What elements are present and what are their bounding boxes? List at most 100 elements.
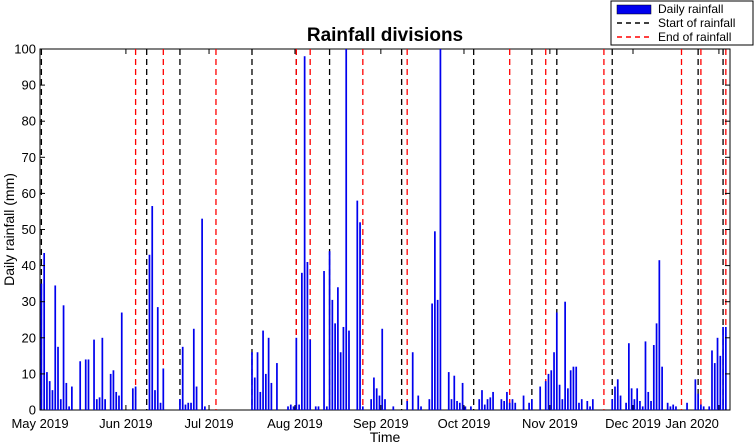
bar	[342, 326, 345, 410]
bar	[719, 355, 722, 410]
bar	[48, 381, 51, 410]
bar	[580, 399, 583, 410]
bar	[558, 384, 561, 410]
bar	[716, 337, 719, 410]
bar	[614, 386, 616, 410]
bar	[669, 406, 672, 410]
bar	[708, 406, 711, 410]
bar	[506, 391, 508, 410]
bar	[331, 299, 334, 410]
bar	[62, 305, 65, 410]
bar	[98, 397, 101, 410]
bar	[567, 388, 569, 410]
bar	[51, 390, 54, 410]
bar	[59, 399, 62, 410]
bar	[531, 399, 533, 410]
bar	[628, 343, 630, 410]
bar	[406, 400, 409, 410]
y-tick-label: 50	[22, 222, 36, 237]
bar	[71, 386, 73, 410]
legend-label-start-of-rainfall: Start of rainfall	[658, 16, 735, 30]
bar	[503, 400, 506, 410]
y-tick-label: 80	[22, 114, 36, 129]
bar	[464, 406, 467, 410]
bar	[181, 346, 184, 410]
bar	[54, 285, 57, 410]
bar	[711, 350, 713, 410]
bar	[644, 341, 647, 410]
bar	[539, 386, 542, 410]
bar	[46, 372, 48, 410]
bar	[201, 218, 203, 410]
bar	[661, 366, 663, 410]
bar	[93, 339, 95, 410]
bar	[109, 373, 112, 410]
bar	[713, 363, 716, 410]
bar	[259, 391, 262, 410]
bar	[481, 390, 483, 410]
bar	[317, 406, 320, 410]
bar	[104, 399, 106, 410]
bar	[337, 287, 339, 410]
bar	[508, 402, 511, 410]
bar	[118, 395, 120, 410]
bar	[616, 379, 619, 410]
bar	[431, 303, 433, 410]
bar	[700, 404, 702, 410]
bar	[633, 399, 636, 410]
legend-label-daily-rainfall: Daily rainfall	[658, 2, 723, 16]
bar	[384, 399, 386, 410]
bar	[550, 370, 553, 410]
bar	[672, 404, 675, 410]
bar	[722, 326, 724, 410]
x-tick-label: Oct 2019	[438, 416, 491, 431]
bar	[192, 328, 195, 410]
bar	[639, 400, 641, 410]
bar	[156, 307, 159, 410]
x-tick-label: Jun 2019	[99, 416, 153, 431]
legend: Daily rainfall Start of rainfall End of …	[610, 0, 754, 46]
bar	[120, 312, 123, 410]
bar	[411, 352, 414, 410]
bar	[564, 301, 566, 410]
bar	[428, 399, 431, 410]
bar	[195, 386, 198, 410]
y-tick-label: 20	[22, 330, 36, 345]
bar	[702, 406, 705, 410]
y-tick-label: 10	[22, 366, 36, 381]
bar	[589, 406, 591, 410]
bar	[453, 375, 456, 410]
bar	[115, 391, 118, 410]
bar	[578, 402, 580, 410]
bar	[187, 402, 190, 410]
legend-label-end-of-rainfall: End of rainfall	[658, 30, 731, 44]
bar	[267, 337, 270, 410]
bar	[478, 399, 481, 410]
bar	[575, 366, 578, 410]
bar	[101, 337, 104, 410]
bar	[641, 406, 644, 410]
bar	[289, 404, 292, 410]
bar	[134, 386, 137, 410]
bar	[511, 399, 514, 410]
bar	[586, 400, 589, 410]
y-tick-label: 30	[22, 294, 36, 309]
x-tick-label: Jul 2019	[184, 416, 233, 431]
bar	[184, 404, 187, 410]
bar	[179, 399, 181, 410]
bar	[655, 323, 658, 410]
bar	[375, 388, 378, 410]
bar	[553, 352, 555, 410]
y-tick-label: 100	[14, 42, 36, 57]
bar	[392, 406, 395, 410]
bar	[381, 328, 384, 410]
bar	[348, 330, 350, 410]
bar	[450, 399, 453, 410]
end-of-rainfall-lines	[134, 49, 727, 410]
bar	[544, 381, 547, 410]
x-tick-label: May 2019	[11, 416, 68, 431]
bar	[417, 395, 420, 410]
bar	[40, 283, 43, 410]
bar	[339, 352, 342, 410]
bar	[65, 382, 68, 410]
